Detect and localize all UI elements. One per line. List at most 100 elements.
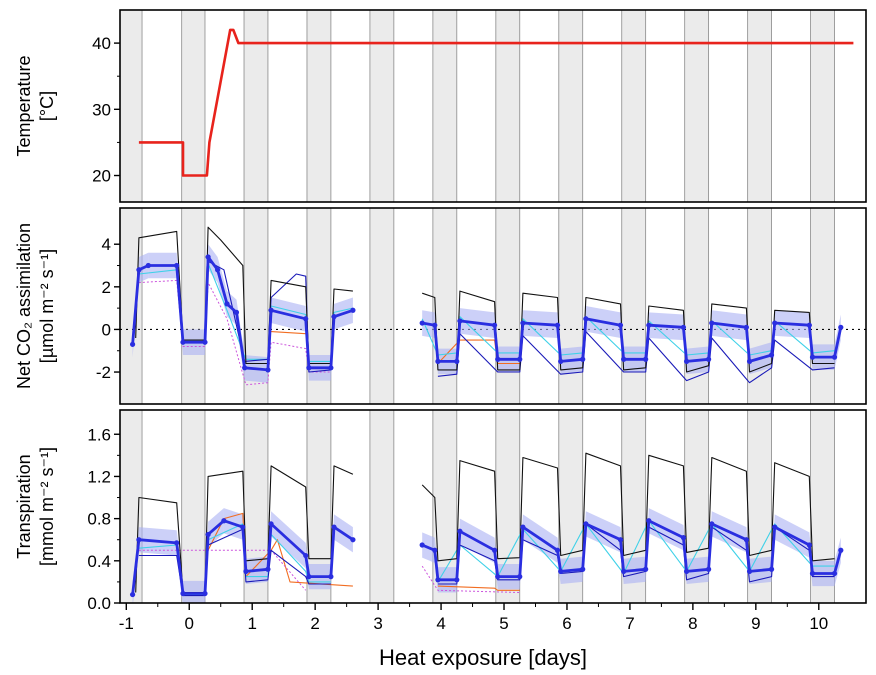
- mean-point: [680, 535, 687, 541]
- y-axis-label-line: [µmol m⁻² s⁻¹]: [37, 249, 57, 363]
- y-tick-label: -2: [96, 363, 111, 382]
- magenta-series-line: [421, 565, 520, 593]
- night-shading: [120, 10, 835, 202]
- night-period: [181, 10, 206, 202]
- night-period: [306, 10, 332, 202]
- mean-point: [683, 568, 690, 574]
- y-tick-label: 1.6: [87, 425, 111, 444]
- mean-point: [621, 356, 627, 362]
- y-axis-label: Transpiration [mmol m⁻² s⁻¹]: [14, 447, 57, 566]
- mean-point: [643, 566, 649, 572]
- night-period: [810, 208, 835, 404]
- night-period: [369, 410, 395, 603]
- mean-point: [350, 537, 356, 543]
- mean-point: [303, 552, 309, 559]
- mean-point: [709, 521, 715, 527]
- y-tick-label: 0: [102, 320, 111, 339]
- night-period: [120, 208, 143, 404]
- x-tick-label: 7: [625, 614, 634, 633]
- y-tick-label: 0.0: [87, 594, 111, 613]
- mean-point: [136, 537, 142, 543]
- mean-point: [617, 322, 624, 328]
- panel-frame: [119, 409, 867, 604]
- y-axis-label-line: Net CO₂ assimilation: [14, 223, 34, 389]
- y-axis-label-line: [mmol m⁻² s⁻¹]: [37, 447, 57, 566]
- mean-point: [174, 540, 180, 546]
- mean-point: [831, 570, 838, 577]
- mean-point: [554, 322, 561, 328]
- mean-point: [683, 358, 690, 364]
- mean-point: [265, 566, 271, 572]
- mean-series-line: [131, 519, 354, 595]
- y-tick-label: 1.2: [87, 467, 111, 486]
- mean-point: [331, 524, 337, 530]
- x-tick-label: 6: [562, 614, 571, 633]
- mean-point: [202, 339, 208, 345]
- mean-point: [746, 358, 753, 364]
- mean-point: [772, 320, 778, 326]
- night-period: [432, 410, 458, 603]
- night-period: [120, 10, 143, 202]
- mean-point: [214, 267, 221, 273]
- mean-point: [240, 524, 246, 530]
- night-period: [684, 10, 710, 202]
- mean-point: [180, 339, 186, 345]
- y-axis-label: Temperature [°C]: [14, 55, 57, 156]
- mean-point: [743, 324, 749, 330]
- y-tick-label: 20: [92, 167, 111, 186]
- mean-point: [621, 568, 627, 574]
- mean-point: [520, 320, 526, 326]
- night-period: [369, 10, 395, 202]
- mean-point: [242, 365, 248, 371]
- y-axis: 0.0 0.4 0.8 1.2 1.6: [87, 425, 120, 613]
- plot-area: [129, 452, 844, 603]
- mean-point: [554, 547, 561, 553]
- night-period: [558, 208, 584, 404]
- y-axis-label: Net CO₂ assimilation [µmol m⁻² s⁻¹]: [14, 223, 57, 389]
- mean-point: [180, 590, 186, 597]
- darkblue-series-line: [437, 331, 835, 384]
- mean-point: [491, 547, 498, 553]
- mean-point: [680, 324, 687, 330]
- night-period: [120, 410, 143, 603]
- mean-point: [495, 356, 501, 362]
- orange-series-line: [207, 512, 353, 587]
- mean-point: [328, 574, 334, 580]
- mean-point: [265, 367, 271, 373]
- mean-point: [202, 590, 208, 597]
- mean-point: [768, 566, 775, 572]
- mean-point: [706, 566, 712, 572]
- x-tick-label: 2: [310, 614, 319, 633]
- sd-band-segment: [182, 580, 205, 603]
- mean-point: [580, 356, 586, 362]
- y-axis: 20 30 40: [92, 34, 120, 186]
- mean-point: [268, 521, 274, 527]
- panel-frame: [119, 207, 867, 405]
- orange-series-line: [271, 331, 306, 335]
- x-tick-label: 10: [809, 614, 828, 633]
- y-axis: -2 0 2 4: [96, 235, 120, 382]
- x-tick-label: 4: [436, 614, 445, 633]
- mean-point: [306, 574, 312, 580]
- night-period: [243, 10, 269, 202]
- magenta-series-line: [138, 279, 331, 386]
- mean-point: [454, 577, 460, 583]
- mean-point: [831, 354, 838, 360]
- orange-series-line: [437, 585, 520, 591]
- mean-point: [432, 322, 438, 328]
- x-tick-label: 1: [247, 614, 256, 633]
- y-tick-label: 0.8: [87, 510, 111, 529]
- y-axis-label-line: [°C]: [37, 91, 57, 121]
- mean-point: [419, 320, 425, 326]
- mean-point: [743, 537, 749, 543]
- mean-point: [580, 566, 586, 572]
- night-period: [181, 208, 206, 404]
- mean-point: [709, 320, 715, 326]
- mean-point: [129, 341, 136, 347]
- y-tick-label: 0.4: [87, 552, 111, 571]
- x-tick-label: -1: [119, 614, 134, 633]
- temperature-panel: 20 30 40 Temperature [°C]: [14, 9, 867, 203]
- x-tick-label: 3: [373, 614, 382, 633]
- mean-point: [432, 547, 438, 553]
- mean-point: [517, 574, 523, 580]
